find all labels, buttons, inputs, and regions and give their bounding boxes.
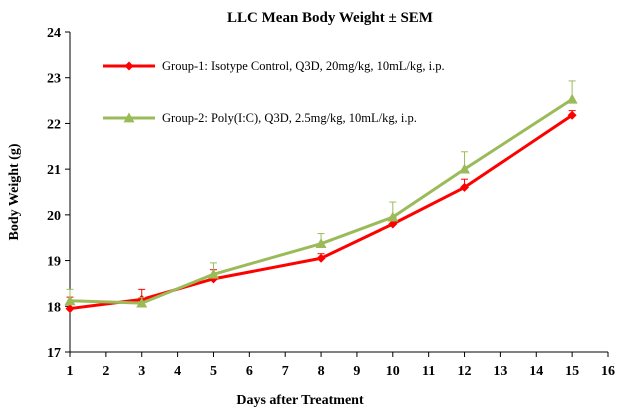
x-tick-label: 10 (386, 364, 400, 379)
legend-swatch-marker (123, 112, 135, 123)
legend-swatch-marker (124, 61, 134, 71)
x-tick-label: 9 (353, 364, 360, 379)
series-1-point (460, 182, 470, 192)
series-1 (65, 110, 577, 314)
y-axis-label: Body Weight (g) (7, 143, 22, 240)
y-tick-label: 20 (47, 209, 61, 224)
series-2-point (64, 295, 76, 306)
y-tick-label: 19 (47, 255, 61, 270)
series-1-line (69, 113, 573, 311)
x-tick-label: 6 (246, 364, 253, 379)
series-1-point (388, 219, 398, 229)
series-2-point (459, 163, 471, 174)
x-tick-label: 1 (67, 364, 74, 379)
series-1-point (316, 253, 326, 263)
series-2 (64, 80, 578, 308)
legend-label: Group-1: Isotype Control, Q3D, 20mg/kg, … (162, 59, 445, 73)
axes (69, 32, 608, 353)
legend-item-2: Group-2: Poly(I:C), Q3D, 2.5mg/kg, 10mL/… (103, 111, 417, 125)
y-tick-label: 17 (47, 346, 61, 361)
x-tick-label: 15 (565, 364, 579, 379)
y-tick-label: 23 (47, 72, 61, 87)
x-tick-label: 14 (529, 364, 543, 379)
y-ticks: 17 18 19 20 21 22 23 24 (47, 26, 70, 361)
series-2-point (387, 211, 399, 222)
x-ticks: 1 2 3 4 5 6 7 8 9 10 11 12 13 14 15 16 (67, 352, 615, 379)
series-layer (64, 80, 578, 314)
x-tick-label: 8 (318, 364, 325, 379)
series-2-point (207, 268, 219, 279)
legend-item-1: Group-1: Isotype Control, Q3D, 20mg/kg, … (103, 59, 445, 73)
series-2-point (315, 238, 327, 249)
x-tick-label: 11 (422, 364, 435, 379)
series-1-point (65, 304, 75, 314)
series-2-line (69, 97, 573, 305)
y-tick-label: 18 (47, 300, 61, 315)
x-tick-label: 4 (174, 364, 181, 379)
x-tick-label: 5 (210, 364, 217, 379)
x-axis-label: Days after Treatment (236, 393, 364, 408)
series-1-point (567, 110, 577, 120)
legend-label: Group-2: Poly(I:C), Q3D, 2.5mg/kg, 10mL/… (162, 111, 417, 125)
x-tick-label: 16 (601, 364, 615, 379)
x-tick-label: 3 (138, 364, 145, 379)
x-tick-label: 2 (102, 364, 109, 379)
chart-title: LLC Mean Body Weight ± SEM (227, 10, 433, 26)
series-2-point (136, 297, 148, 308)
x-tick-label: 7 (282, 364, 289, 379)
y-tick-label: 24 (47, 26, 61, 41)
legend: Group-1: Isotype Control, Q3D, 20mg/kg, … (103, 59, 445, 125)
series-2-point (566, 93, 578, 104)
x-tick-label: 13 (493, 364, 507, 379)
x-tick-label: 12 (458, 364, 472, 379)
y-tick-label: 22 (47, 117, 61, 132)
y-tick-label: 21 (47, 163, 61, 178)
